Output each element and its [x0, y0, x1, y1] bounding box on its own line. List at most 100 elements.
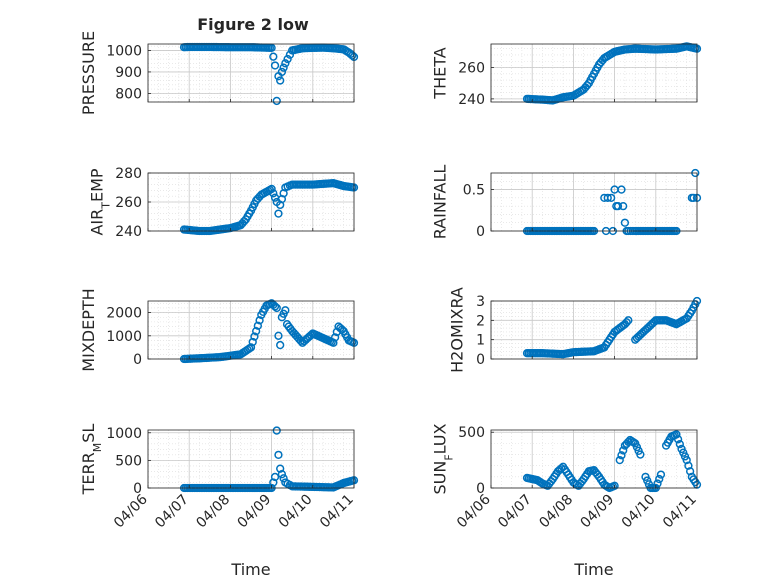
data-point [591, 468, 600, 477]
data-point [238, 219, 247, 228]
data-point [603, 193, 612, 203]
data-point [269, 52, 278, 61]
data-point [653, 479, 662, 488]
data-point [624, 437, 633, 447]
x-tick-label: 04/07 [152, 492, 192, 532]
data-point [581, 83, 590, 92]
y-tick-label: 0 [133, 481, 142, 497]
data-point [526, 474, 535, 483]
data-point [596, 58, 606, 67]
data-point [285, 181, 295, 190]
data-point [613, 201, 623, 211]
data-point [253, 194, 263, 203]
x-tick-label: 04/11 [660, 492, 700, 532]
x-tick-label: 04/10 [276, 492, 316, 532]
data-point [245, 344, 254, 353]
data-point [269, 478, 278, 487]
y-tick-label: 280 [115, 166, 142, 182]
data-point [281, 59, 290, 68]
axes-box [147, 300, 355, 360]
data-point [617, 322, 626, 331]
data-point [245, 209, 254, 218]
data-point [255, 316, 264, 325]
data-point [622, 318, 631, 327]
data-point [617, 451, 626, 460]
ylabel-part: SL [79, 424, 98, 443]
data-point [634, 446, 643, 455]
data-point [253, 321, 263, 330]
y-tick-label: 1000 [106, 43, 142, 59]
data-point [279, 309, 288, 318]
data-point [685, 309, 695, 318]
y-tick-label: 500 [115, 453, 142, 469]
data-point [272, 96, 281, 106]
plot-area [491, 173, 697, 231]
y-axis-label: H2OMIXRA [448, 287, 467, 373]
data-point [691, 44, 700, 53]
y-tick-label: 1000 [106, 426, 142, 442]
data-point [691, 477, 700, 487]
data-point [615, 455, 624, 465]
data-point [250, 332, 259, 341]
data-point [603, 482, 612, 492]
data-point [607, 193, 616, 203]
y-tick-label: 1000 [106, 329, 142, 345]
y-axis-label: PRESSURE [79, 31, 98, 115]
data-point [274, 209, 283, 218]
x-tick-label: 04/08 [193, 492, 233, 532]
y-axis-label: AIRTEMP [88, 168, 113, 235]
data-point [277, 470, 287, 479]
y-axis-label: TERRMSL [79, 424, 104, 496]
chart-panel-5: 0 1000 2000 MIXDEPTH [79, 288, 359, 372]
x-tick-label: 04/07 [495, 492, 535, 532]
data-point [283, 54, 292, 64]
data-point [608, 482, 618, 491]
chart-panel-4: 0 0.5 RAINFALL [431, 165, 702, 240]
data-point [685, 467, 695, 476]
axes-box [490, 300, 698, 360]
data-point [348, 476, 357, 485]
ylabel-part: TERR [79, 452, 98, 495]
plot-area [148, 430, 354, 488]
data-point [348, 51, 357, 60]
data-point [276, 76, 285, 85]
y-tick-label: 2000 [106, 306, 142, 322]
x-tick-label: 04/09 [578, 492, 618, 532]
y-axis-label: THETA [431, 47, 450, 99]
data-point [673, 435, 683, 444]
data-point [619, 446, 628, 455]
data-point [617, 185, 626, 194]
axes-box [490, 43, 698, 103]
y-tick-label: 800 [115, 86, 142, 102]
y-tick-label: 0 [476, 481, 485, 497]
x-axis-label: Time [230, 560, 270, 579]
data-point [680, 452, 690, 461]
data-point [675, 439, 684, 449]
data-point [348, 183, 357, 192]
y-tick-label: 240 [115, 224, 142, 240]
y-tick-label: 1 [476, 333, 485, 349]
data-point [274, 450, 283, 460]
ylabel-part: SUN [431, 461, 450, 495]
y-tick-label: 900 [115, 65, 142, 81]
data-point [269, 300, 278, 310]
data-point [270, 302, 280, 311]
data-point [296, 336, 305, 345]
y-axis-label: MIXDEPTH [79, 288, 98, 371]
data-point [336, 323, 345, 333]
y-tick-label: 3 [476, 294, 485, 310]
data-point [270, 61, 280, 70]
ylabel-subscript: T [99, 202, 112, 210]
data-point [265, 43, 275, 52]
data-point [277, 67, 287, 77]
y-tick-label: 0 [476, 352, 485, 368]
data-point [272, 426, 281, 435]
data-point [285, 50, 295, 59]
y-tick-label: 260 [115, 195, 142, 211]
data-point [348, 337, 357, 347]
y-axis-label: SUNFLUX [431, 423, 456, 494]
data-point [279, 474, 288, 483]
y-axis-label: RAINFALL [431, 165, 450, 240]
